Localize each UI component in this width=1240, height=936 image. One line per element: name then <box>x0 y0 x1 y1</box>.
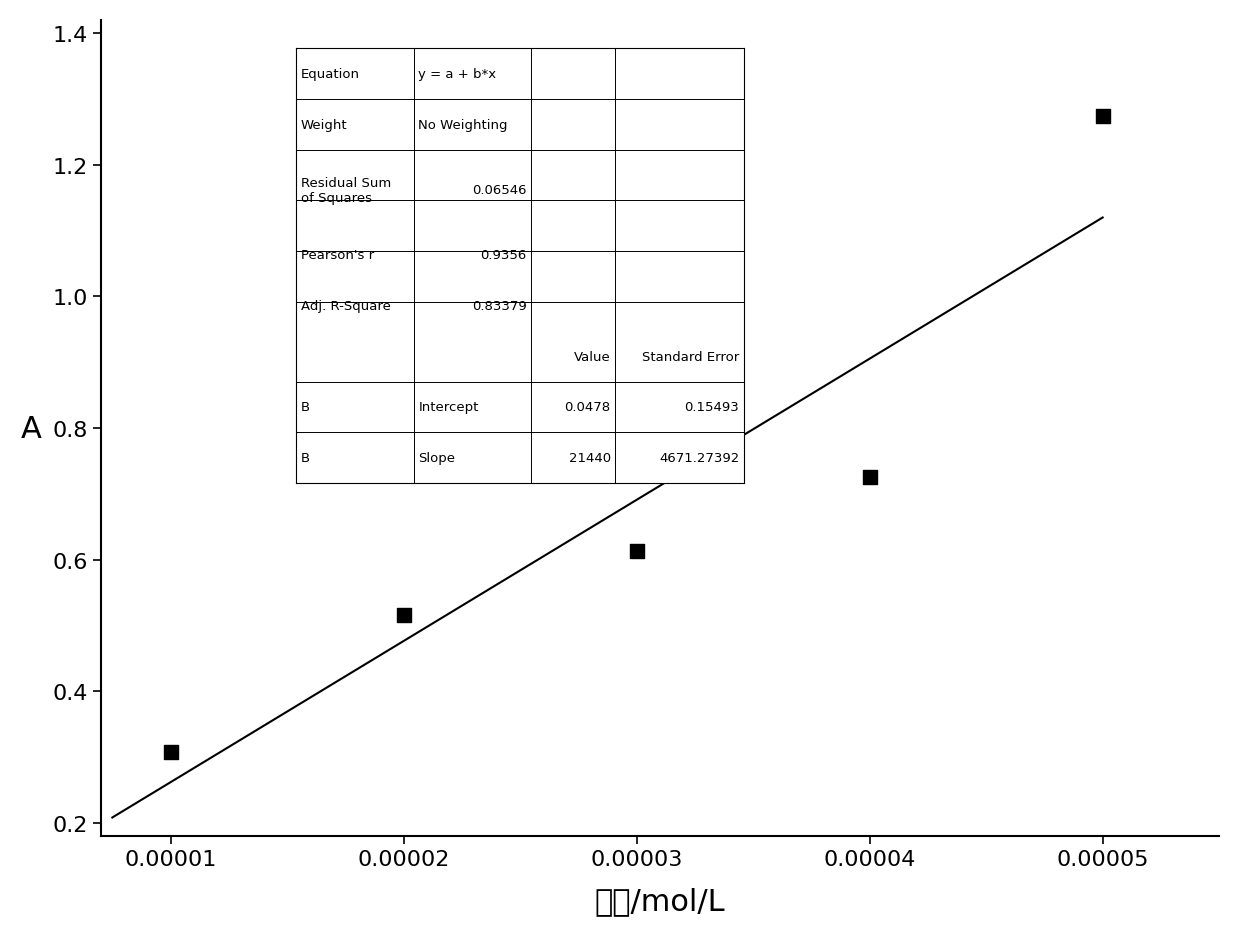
Point <box>393 607 413 622</box>
Y-axis label: A: A <box>21 414 42 443</box>
Point <box>626 544 646 559</box>
Point <box>859 470 879 485</box>
Point <box>1092 110 1112 124</box>
X-axis label: 浓度/mol/L: 浓度/mol/L <box>595 886 725 915</box>
Point <box>161 745 181 760</box>
